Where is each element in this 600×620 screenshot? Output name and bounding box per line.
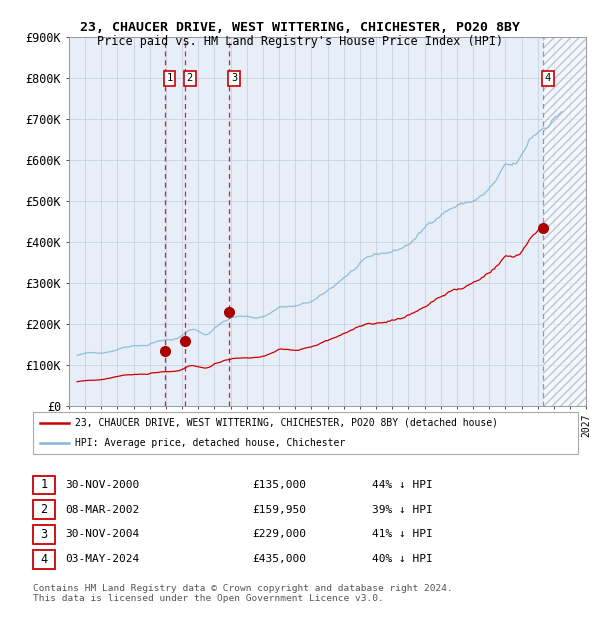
Text: £435,000: £435,000 [252,554,306,564]
Text: Contains HM Land Registry data © Crown copyright and database right 2024.
This d: Contains HM Land Registry data © Crown c… [33,584,453,603]
Text: 2: 2 [40,503,47,516]
Text: 40% ↓ HPI: 40% ↓ HPI [372,554,433,564]
Bar [543,37,586,406]
Text: Price paid vs. HM Land Registry's House Price Index (HPI): Price paid vs. HM Land Registry's House … [97,35,503,48]
Text: £229,000: £229,000 [252,529,306,539]
Text: 2: 2 [187,73,193,83]
Text: HPI: Average price, detached house, Chichester: HPI: Average price, detached house, Chic… [75,438,345,448]
Text: 30-NOV-2000: 30-NOV-2000 [65,480,140,490]
Bar [543,37,586,406]
Text: 23, CHAUCER DRIVE, WEST WITTERING, CHICHESTER, PO20 8BY (detached house): 23, CHAUCER DRIVE, WEST WITTERING, CHICH… [75,418,498,428]
Text: 4: 4 [545,73,551,83]
Text: 08-MAR-2002: 08-MAR-2002 [65,505,140,515]
Text: 3: 3 [40,528,47,541]
Text: 1: 1 [166,73,172,83]
Text: 4: 4 [40,553,47,565]
Text: 23, CHAUCER DRIVE, WEST WITTERING, CHICHESTER, PO20 8BY: 23, CHAUCER DRIVE, WEST WITTERING, CHICH… [80,21,520,34]
Text: £159,950: £159,950 [252,505,306,515]
Text: £135,000: £135,000 [252,480,306,490]
Text: 30-NOV-2004: 30-NOV-2004 [65,529,140,539]
Text: 39% ↓ HPI: 39% ↓ HPI [372,505,433,515]
Text: 3: 3 [231,73,237,83]
Text: 41% ↓ HPI: 41% ↓ HPI [372,529,433,539]
Text: 03-MAY-2024: 03-MAY-2024 [65,554,140,564]
Text: 44% ↓ HPI: 44% ↓ HPI [372,480,433,490]
Text: 1: 1 [40,479,47,491]
